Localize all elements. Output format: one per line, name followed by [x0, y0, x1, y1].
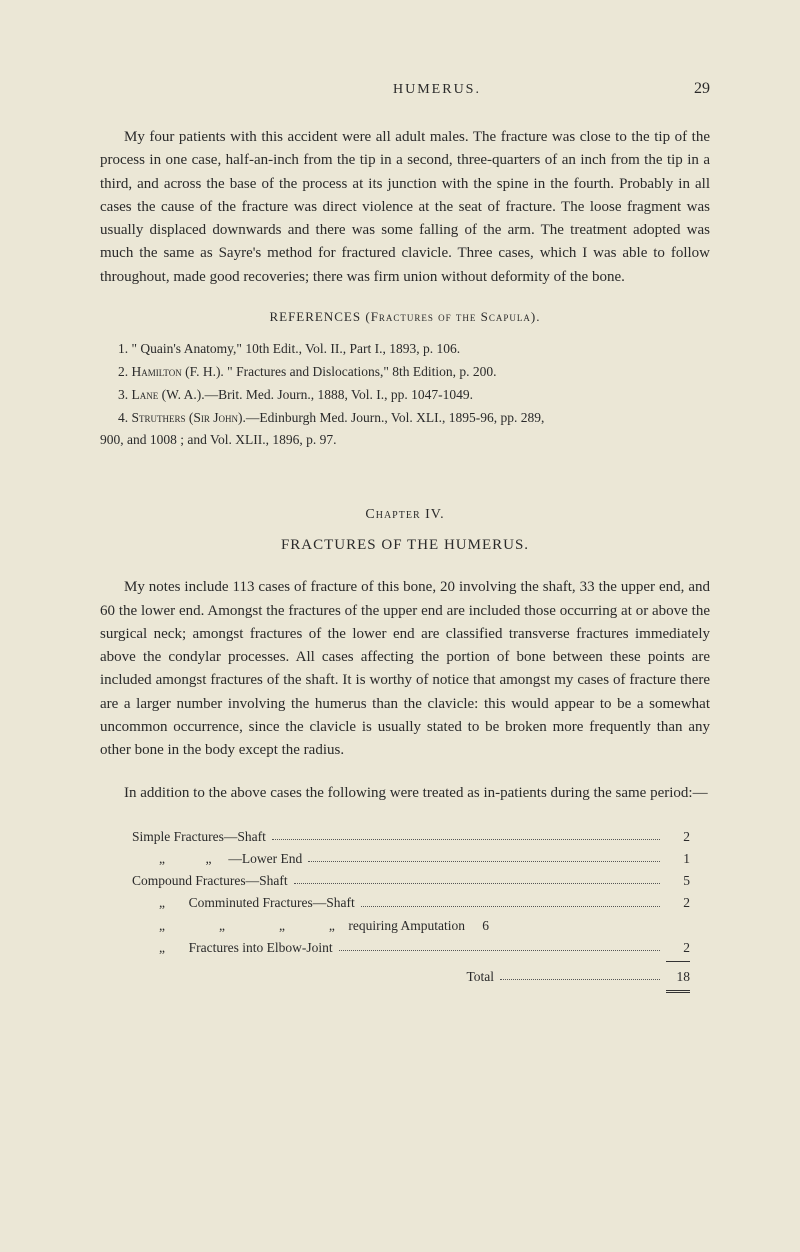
table-total-row: Total 18: [132, 966, 690, 988]
refs-heading-suffix: ).: [531, 309, 541, 324]
table-row-value: 2: [666, 892, 690, 914]
leader-dots: [339, 950, 660, 951]
chapter-label-word: Chapter: [365, 507, 420, 522]
table-row-label: Compound Fractures—Shaft: [132, 870, 288, 892]
table-row: „ „ —Lower End 1: [132, 848, 690, 870]
total-rule-bottom: [666, 990, 690, 993]
total-rule-top: [666, 961, 690, 962]
body-paragraph-3: In addition to the above cases the follo…: [100, 782, 710, 805]
table-row-value: 1: [666, 848, 690, 870]
fracture-count-table: Simple Fractures—Shaft 2 „ „ —Lower End …: [132, 826, 690, 994]
chapter-title: FRACTURES OF THE HUMERUS.: [100, 537, 710, 554]
table-row-label: „ „ —Lower End: [132, 848, 302, 870]
table-row: „ Fractures into Elbow-Joint 2: [132, 937, 690, 959]
reference-item-3: 3. Lane (W. A.).—Brit. Med. Journ., 1888…: [100, 385, 710, 406]
table-row: „ „ „ „ requiring Amputation 6: [132, 915, 690, 937]
reference-item-2: 2. Hamilton (F. H.). " Fractures and Dis…: [100, 362, 710, 383]
total-value: 18: [666, 966, 690, 988]
table-row: „ Comminuted Fractures—Shaft 2: [132, 892, 690, 914]
leader-dots: [294, 883, 660, 884]
reference-item-4-continuation: 900, and 1008 ; and Vol. XLII., 1896, p.…: [100, 430, 710, 451]
reference-item-1: 1. " Quain's Anatomy," 10th Edit., Vol. …: [100, 339, 710, 360]
leader-dots: [308, 861, 660, 862]
table-row-value: 2: [666, 937, 690, 959]
chapter-label-number: IV.: [421, 507, 445, 522]
table-row-value: 5: [666, 870, 690, 892]
page-header: HUMERUS. 29: [100, 80, 710, 98]
chapter-label: Chapter IV.: [100, 507, 710, 523]
page-number: 29: [694, 80, 710, 98]
leader-dots: [272, 839, 660, 840]
table-row-value: 6: [465, 915, 489, 937]
reference-item-4: 4. Struthers (Sir John).—Edinburgh Med. …: [100, 408, 710, 429]
references-heading: REFERENCES (Fractures of the Scapula).: [100, 309, 710, 325]
refs-heading-prefix: REFERENCES (: [269, 309, 370, 324]
table-row: Simple Fractures—Shaft 2: [132, 826, 690, 848]
table-row-value: 2: [666, 826, 690, 848]
body-paragraph-1: My four patients with this accident were…: [100, 126, 710, 289]
table-row-label: „ Comminuted Fractures—Shaft: [132, 892, 355, 914]
table-row-label: Simple Fractures—Shaft: [132, 826, 266, 848]
leader-dots: [361, 906, 660, 907]
leader-dots: [500, 979, 660, 980]
body-paragraph-2: My notes include 113 cases of fracture o…: [100, 576, 710, 762]
total-label: Total: [466, 966, 494, 988]
table-row: Compound Fractures—Shaft 5: [132, 870, 690, 892]
table-row-label: „ Fractures into Elbow-Joint: [132, 937, 333, 959]
refs-heading-smallcaps: Fractures of the Scapula: [371, 309, 531, 324]
running-header: HUMERUS.: [180, 82, 694, 98]
table-row-label: „ „ „ „ requiring Amputation: [132, 915, 465, 937]
